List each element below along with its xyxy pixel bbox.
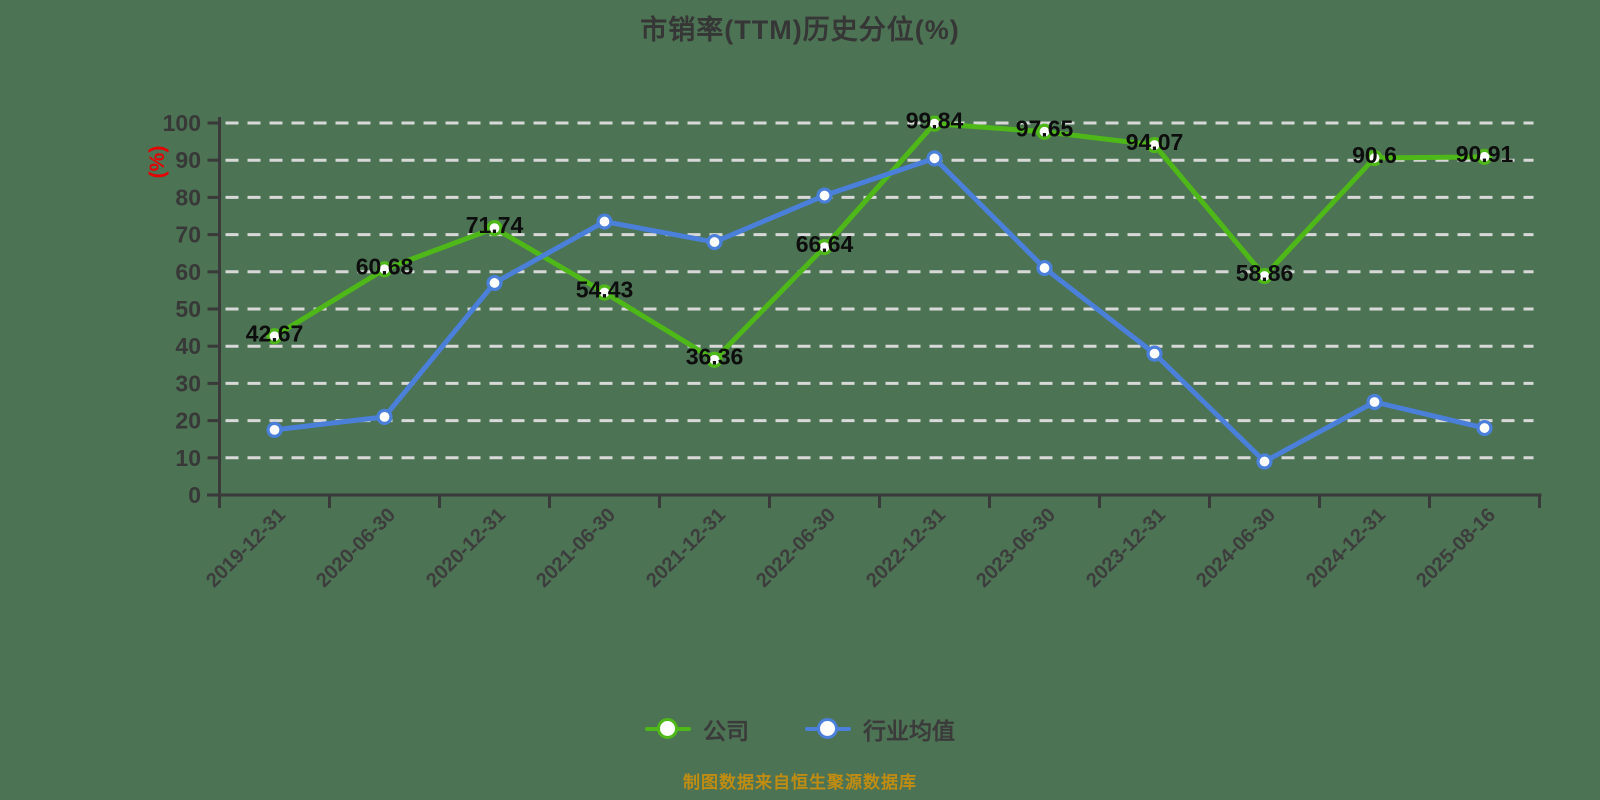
company-data-point[interactable] xyxy=(376,261,393,278)
x-axis-label: 2019-12-31 xyxy=(202,504,290,592)
y-axis-label: 60 xyxy=(175,259,201,285)
y-axis-label: 40 xyxy=(175,333,201,359)
industry-data-point[interactable] xyxy=(926,150,943,167)
y-axis-unit-label: (%) xyxy=(146,146,169,179)
y-axis-label: 70 xyxy=(175,222,201,248)
data-point-label: 71.74 xyxy=(466,212,524,238)
legend-label-industry: 行业均值 xyxy=(863,718,955,744)
y-axis-label: 0 xyxy=(188,482,201,508)
industry-data-point[interactable] xyxy=(596,213,613,230)
industry-data-point[interactable] xyxy=(1256,453,1273,470)
company-data-point[interactable] xyxy=(1036,123,1053,140)
company-data-point[interactable] xyxy=(1476,148,1493,165)
company-data-point[interactable] xyxy=(1256,267,1273,285)
company-series-line xyxy=(272,121,1487,363)
industry-data-point[interactable] xyxy=(1146,345,1163,362)
industry-series-line xyxy=(272,155,1487,465)
company-data-point[interactable] xyxy=(706,351,723,368)
company-data-point[interactable] xyxy=(1366,149,1383,167)
x-axis-label: 2022-06-30 xyxy=(752,504,840,592)
data-point-label: 66.64 xyxy=(796,231,854,257)
x-axis-label: 2024-06-30 xyxy=(1192,504,1280,592)
data-source-note: 制图数据来自恒生聚源数据库 xyxy=(683,773,917,792)
x-axis-label: 2021-06-30 xyxy=(532,504,620,592)
x-axis-label: 2021-12-31 xyxy=(642,504,730,592)
company-line-marker-icon xyxy=(645,716,691,742)
legend-label-company: 公司 xyxy=(703,718,749,744)
y-axis-label: 20 xyxy=(175,408,201,434)
chart-title: 市销率(TTM)历史分位(%) xyxy=(640,15,960,45)
data-point-label: 90.91 xyxy=(1456,141,1514,167)
x-axis-label: 2020-12-31 xyxy=(422,504,510,592)
x-axis-label: 2024-12-31 xyxy=(1302,504,1390,592)
data-point-label: 58.86 xyxy=(1236,260,1294,286)
x-axis-label: 2023-12-31 xyxy=(1082,504,1170,592)
x-axis-label: 2020-06-30 xyxy=(312,504,400,592)
legend-item-industry[interactable]: 行业均值 xyxy=(805,712,955,746)
industry-data-point[interactable] xyxy=(486,274,503,292)
industry-data-point[interactable] xyxy=(266,421,283,438)
company-data-point[interactable] xyxy=(596,284,613,301)
data-point-label: 36.36 xyxy=(686,344,744,370)
x-axis-label: 2023-06-30 xyxy=(972,504,1060,592)
company-data-point[interactable] xyxy=(926,115,943,132)
data-point-label: 99.84 xyxy=(906,108,964,134)
y-axis-label: 50 xyxy=(175,296,201,322)
company-data-point[interactable] xyxy=(1146,136,1163,154)
data-point-label: 54.43 xyxy=(576,277,634,303)
industry-data-point[interactable] xyxy=(816,187,833,204)
industry-line-marker-icon xyxy=(805,716,851,742)
company-data-point[interactable] xyxy=(266,328,283,345)
y-axis-label: 80 xyxy=(175,184,201,210)
industry-data-point[interactable] xyxy=(706,233,723,251)
data-point-label: 42.67 xyxy=(246,320,304,346)
company-data-point[interactable] xyxy=(816,238,833,256)
x-axis-label: 2022-12-31 xyxy=(862,504,950,592)
industry-data-point[interactable] xyxy=(376,408,393,425)
data-point-label: 90.6 xyxy=(1352,142,1397,168)
data-point-label: 60.68 xyxy=(356,253,414,279)
data-point-label: 97.65 xyxy=(1016,116,1074,142)
y-axis-label: 90 xyxy=(175,147,201,173)
chart-legend: 公司 行业均值 xyxy=(0,712,1600,746)
y-axis-label: 100 xyxy=(163,110,201,136)
industry-data-point[interactable] xyxy=(1476,419,1493,437)
data-point-label: 94.07 xyxy=(1126,129,1184,155)
company-data-point[interactable] xyxy=(486,220,503,237)
y-axis-label: 30 xyxy=(175,370,201,396)
industry-data-point[interactable] xyxy=(1366,393,1383,411)
industry-data-point[interactable] xyxy=(1036,259,1053,277)
x-axis-label: 2025-08-16 xyxy=(1412,504,1500,592)
legend-item-company[interactable]: 公司 xyxy=(645,712,749,746)
y-axis-label: 10 xyxy=(175,445,201,471)
